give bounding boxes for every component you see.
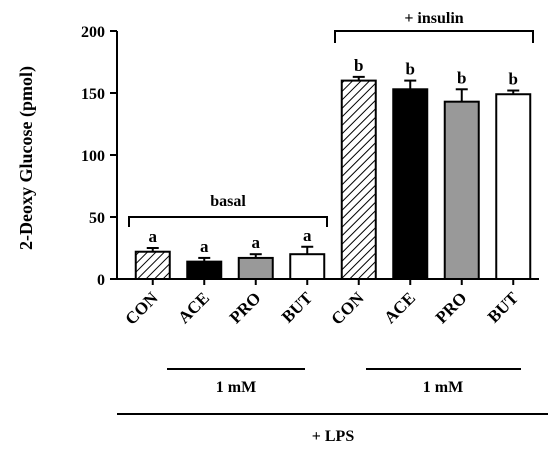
significance-letter: a <box>303 226 312 245</box>
bar <box>237 256 274 281</box>
y-tick-label: 200 <box>81 24 105 41</box>
x-tick-label: PRO <box>432 288 471 327</box>
x-tick-label: ACE <box>174 288 213 327</box>
y-tick-label: 100 <box>81 148 105 165</box>
y-tick-label: 150 <box>81 86 105 103</box>
significance-letter: b <box>354 56 363 75</box>
bar <box>340 79 377 280</box>
y-tick-label: 0 <box>97 272 105 289</box>
x-tick-label: BUT <box>278 288 317 327</box>
lps-label: + LPS <box>312 428 355 445</box>
bar <box>134 250 171 281</box>
significance-letter: b <box>457 68 466 87</box>
significance-letter: a <box>252 233 261 252</box>
y-tick-label: 50 <box>89 210 105 227</box>
conc-label-left: 1 mM <box>216 379 256 396</box>
x-tick-label: BUT <box>484 288 523 327</box>
significance-letter: a <box>200 237 209 256</box>
bar <box>495 93 532 280</box>
y-axis: 0 50 100 150 200 <box>81 24 118 289</box>
significance-letter: b <box>509 70 518 89</box>
bar <box>392 88 429 280</box>
group-bracket <box>334 30 534 43</box>
y-axis-label: 2-Deoxy Glucose (pmol) <box>16 66 37 250</box>
bar <box>289 253 326 280</box>
annotations: basal + insulin <box>117 10 548 415</box>
x-tick-label: CON <box>121 288 162 329</box>
significance-letter: a <box>149 227 158 246</box>
conc-label-right: 1 mM <box>423 379 463 396</box>
x-tick-label: ACE <box>380 288 419 327</box>
bar <box>443 100 480 281</box>
group-label: + insulin <box>404 10 463 27</box>
x-axis: CON ACE PRO BUT CON ACE PRO BUT <box>117 278 539 329</box>
group-label: basal <box>210 193 246 210</box>
bar <box>186 260 223 281</box>
bars: a a a a b b b b <box>134 56 532 281</box>
significance-letter: b <box>406 60 415 79</box>
x-tick-label: PRO <box>226 288 265 327</box>
x-tick-label: CON <box>327 288 368 329</box>
group-bracket <box>128 216 328 227</box>
